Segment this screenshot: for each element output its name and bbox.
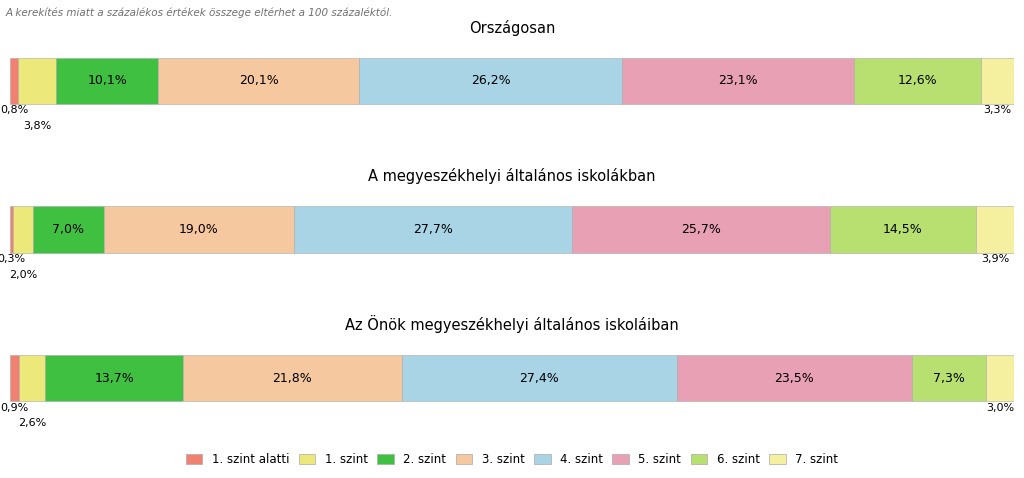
Bar: [854, 57, 981, 104]
Bar: [34, 206, 103, 252]
Text: 2,0%: 2,0%: [9, 270, 38, 280]
Title: A megyeszékhelyi általános iskolákban: A megyeszékhelyi általános iskolákban: [369, 168, 655, 185]
Bar: [572, 206, 830, 252]
Text: 14,5%: 14,5%: [883, 223, 923, 236]
Bar: [294, 206, 572, 252]
Bar: [912, 355, 986, 402]
Text: 3,0%: 3,0%: [987, 403, 1015, 413]
Text: 19,0%: 19,0%: [179, 223, 219, 236]
Text: 27,7%: 27,7%: [414, 223, 454, 236]
Bar: [10, 355, 19, 402]
Text: A kerekítés miatt a százalékos értékek összege eltérhet a 100 százaléktól.: A kerekítés miatt a százalékos értékek ö…: [5, 7, 392, 18]
Bar: [19, 355, 45, 402]
Bar: [10, 57, 18, 104]
Bar: [103, 206, 294, 252]
Bar: [401, 355, 677, 402]
Text: 25,7%: 25,7%: [681, 223, 721, 236]
Bar: [45, 355, 183, 402]
Title: Az Önök megyeszékhelyi általános iskoláiban: Az Önök megyeszékhelyi általános iskolái…: [345, 315, 679, 333]
Text: 23,5%: 23,5%: [774, 372, 814, 385]
Text: 23,1%: 23,1%: [719, 74, 758, 87]
Text: 7,0%: 7,0%: [52, 223, 84, 236]
Bar: [986, 355, 1016, 402]
Bar: [623, 57, 854, 104]
Text: 0,3%: 0,3%: [0, 254, 26, 264]
Text: 13,7%: 13,7%: [94, 372, 134, 385]
Bar: [183, 355, 401, 402]
Text: 21,8%: 21,8%: [272, 372, 312, 385]
Bar: [158, 57, 359, 104]
Text: 7,3%: 7,3%: [933, 372, 965, 385]
Bar: [359, 57, 623, 104]
Bar: [13, 206, 34, 252]
Bar: [976, 206, 1015, 252]
Text: 0,9%: 0,9%: [1, 403, 29, 413]
Legend: 1. szint alatti, 1. szint, 2. szint, 3. szint, 4. szint, 5. szint, 6. szint, 7. : 1. szint alatti, 1. szint, 2. szint, 3. …: [182, 450, 842, 470]
Text: 12,6%: 12,6%: [898, 74, 937, 87]
Text: 3,9%: 3,9%: [981, 254, 1010, 264]
Bar: [56, 57, 158, 104]
Text: 2,6%: 2,6%: [18, 418, 46, 428]
Bar: [677, 355, 912, 402]
Text: 20,1%: 20,1%: [239, 74, 279, 87]
Text: 26,2%: 26,2%: [471, 74, 511, 87]
Text: 3,8%: 3,8%: [24, 121, 51, 131]
Text: 10,1%: 10,1%: [87, 74, 127, 87]
Bar: [830, 206, 976, 252]
Title: Országosan: Országosan: [469, 20, 555, 36]
Text: 27,4%: 27,4%: [519, 372, 559, 385]
Text: 3,3%: 3,3%: [983, 106, 1012, 116]
Bar: [10, 206, 13, 252]
Bar: [18, 57, 56, 104]
Text: 0,8%: 0,8%: [0, 106, 29, 116]
Bar: [981, 57, 1014, 104]
